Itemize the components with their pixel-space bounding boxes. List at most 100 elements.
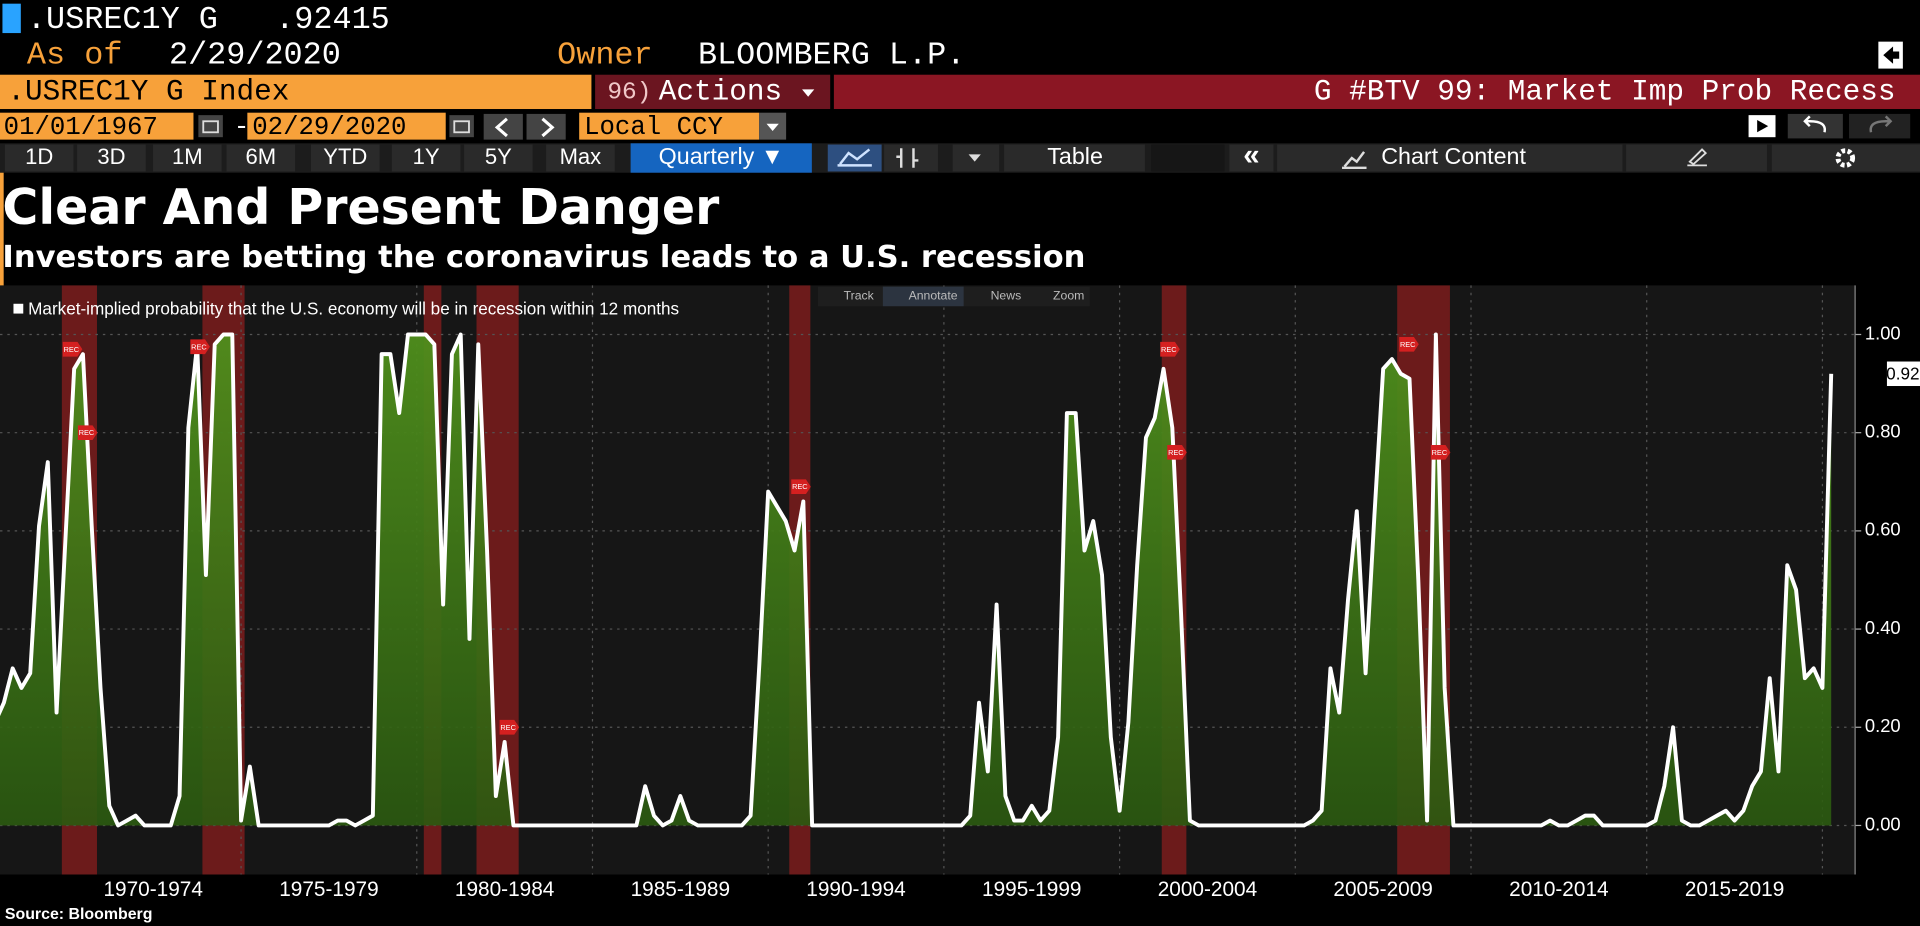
bar-chart-glyph — [896, 148, 919, 168]
date-separator: - — [234, 113, 249, 142]
blank-button — [1151, 144, 1225, 172]
line-chart-glyph — [837, 148, 872, 167]
recession-flag: REC — [77, 425, 98, 441]
function-title: G #BTV 99: Market Imp Prob Recess — [1314, 76, 1896, 109]
as-of-label: As of — [27, 37, 122, 74]
x-tick-label: 2015-2019 — [1685, 878, 1784, 901]
edit-button[interactable] — [1626, 144, 1767, 172]
recession-flag: REC — [499, 719, 520, 735]
recession-flag: REC — [62, 341, 83, 357]
redo-glyph — [1869, 115, 1893, 133]
flag-label: REC — [1432, 448, 1448, 457]
flag-shape — [1430, 444, 1451, 460]
function-bar — [833, 74, 1920, 110]
end-date-box[interactable] — [247, 112, 446, 140]
flag-shape — [1167, 444, 1187, 460]
chart-tool[interactable]: Zoom — [1053, 289, 1084, 303]
y-tick-label: 0.00 — [1865, 813, 1901, 834]
x-tick-label: 1985-1989 — [631, 878, 730, 901]
chart-content-button[interactable] — [1277, 144, 1623, 172]
line — [0, 332, 1834, 828]
security-box[interactable] — [0, 74, 592, 110]
chart-tool[interactable]: Annotate — [909, 289, 958, 303]
settings-button[interactable] — [1771, 144, 1920, 172]
period-label: 6M — [246, 144, 277, 169]
period-label: 1D — [25, 144, 53, 169]
period-button[interactable] — [311, 144, 380, 172]
flag-shape — [791, 479, 811, 495]
legend-swatch — [13, 303, 24, 314]
flag-shape — [190, 339, 210, 355]
actions-button[interactable] — [595, 74, 831, 110]
y-tick-label: 0.40 — [1865, 617, 1901, 638]
ticker-line: .USREC1Y G .92415 — [27, 1, 390, 38]
table-button[interactable] — [1004, 144, 1145, 172]
legend: Market-implied probability that the U.S.… — [13, 298, 679, 318]
period-button[interactable] — [4, 144, 74, 172]
frequency-button[interactable] — [630, 143, 812, 173]
recession-flag: REC — [1399, 336, 1419, 352]
end-date: 02/29/2020 — [252, 113, 406, 142]
exit-icon[interactable] — [1878, 41, 1903, 69]
last-value-box — [1886, 361, 1920, 387]
owner-label: Owner — [557, 37, 652, 74]
undo-glyph — [1803, 115, 1827, 133]
period-button[interactable] — [153, 144, 222, 172]
calendar-icon[interactable] — [449, 115, 474, 138]
period-label: 1M — [172, 144, 203, 169]
currency: Local CCY — [584, 113, 723, 142]
currency-box[interactable] — [579, 112, 760, 140]
x-tick-label: 1995-1999 — [982, 878, 1081, 901]
x-tick-label: 2010-2014 — [1509, 878, 1608, 901]
redo-button[interactable] — [1848, 113, 1911, 139]
start-date-box[interactable] — [0, 112, 194, 140]
recession-flag: REC — [1167, 444, 1187, 460]
prev-arrow — [494, 117, 508, 138]
present-glyph — [1757, 120, 1769, 133]
prev-button[interactable] — [483, 113, 523, 140]
x-tick-label: 1990-1994 — [806, 878, 905, 901]
flag-shape — [1160, 341, 1180, 357]
chart-content-label: Chart Content — [1381, 143, 1526, 169]
flag-label: REC — [1161, 345, 1177, 354]
recession-flag: REC — [1430, 444, 1451, 460]
collapse-button[interactable] — [1229, 144, 1274, 172]
period-label: Max — [560, 144, 602, 169]
actions-number: 96) — [607, 79, 651, 106]
chart-tool[interactable]: Track — [844, 289, 875, 303]
chart: 0.92 REC REC REC REC REC REC REC REC REC 0.00 0.20 0… — [0, 285, 1920, 907]
recession-flag: REC — [791, 479, 811, 495]
edit-glyph — [1687, 148, 1708, 167]
period-button[interactable] — [546, 144, 615, 172]
calendar-glyph — [453, 120, 470, 134]
flag-label: REC — [64, 345, 80, 354]
area — [0, 334, 1832, 826]
period-label: 5Y — [485, 144, 512, 169]
owner: BLOOMBERG L.P. — [698, 37, 965, 74]
period-button[interactable] — [77, 144, 146, 172]
start-date: 01/01/1967 — [4, 113, 158, 142]
period-button[interactable] — [226, 144, 296, 172]
recession-flag: REC — [1160, 341, 1180, 357]
actions-label: Actions — [659, 76, 782, 109]
calendar-icon[interactable] — [198, 115, 223, 138]
chart-tool[interactable]: News — [991, 289, 1022, 303]
source: Source: Bloomberg — [5, 906, 153, 923]
flag-label: REC — [1168, 448, 1184, 457]
chart-subtitle: Investors are betting the coronavirus le… — [2, 240, 1085, 275]
as-of-date: 2/29/2020 — [169, 37, 341, 74]
chart-content-glyph — [1342, 151, 1367, 170]
flag-label: REC — [191, 342, 207, 351]
period-button[interactable] — [391, 144, 461, 172]
plot-area — [0, 285, 1856, 875]
undo-button[interactable] — [1787, 113, 1843, 139]
legend-label: Market-implied probability that the U.S.… — [28, 298, 679, 318]
cursor-block — [2, 3, 21, 34]
next-button[interactable] — [526, 113, 566, 140]
period-label: 3D — [97, 144, 125, 169]
period-button[interactable] — [464, 144, 533, 172]
frequency: Quarterly ▼ — [659, 143, 784, 169]
chart-tools: Track Annotate News Zoom — [817, 286, 1090, 307]
bar-chart-button[interactable] — [884, 144, 938, 172]
